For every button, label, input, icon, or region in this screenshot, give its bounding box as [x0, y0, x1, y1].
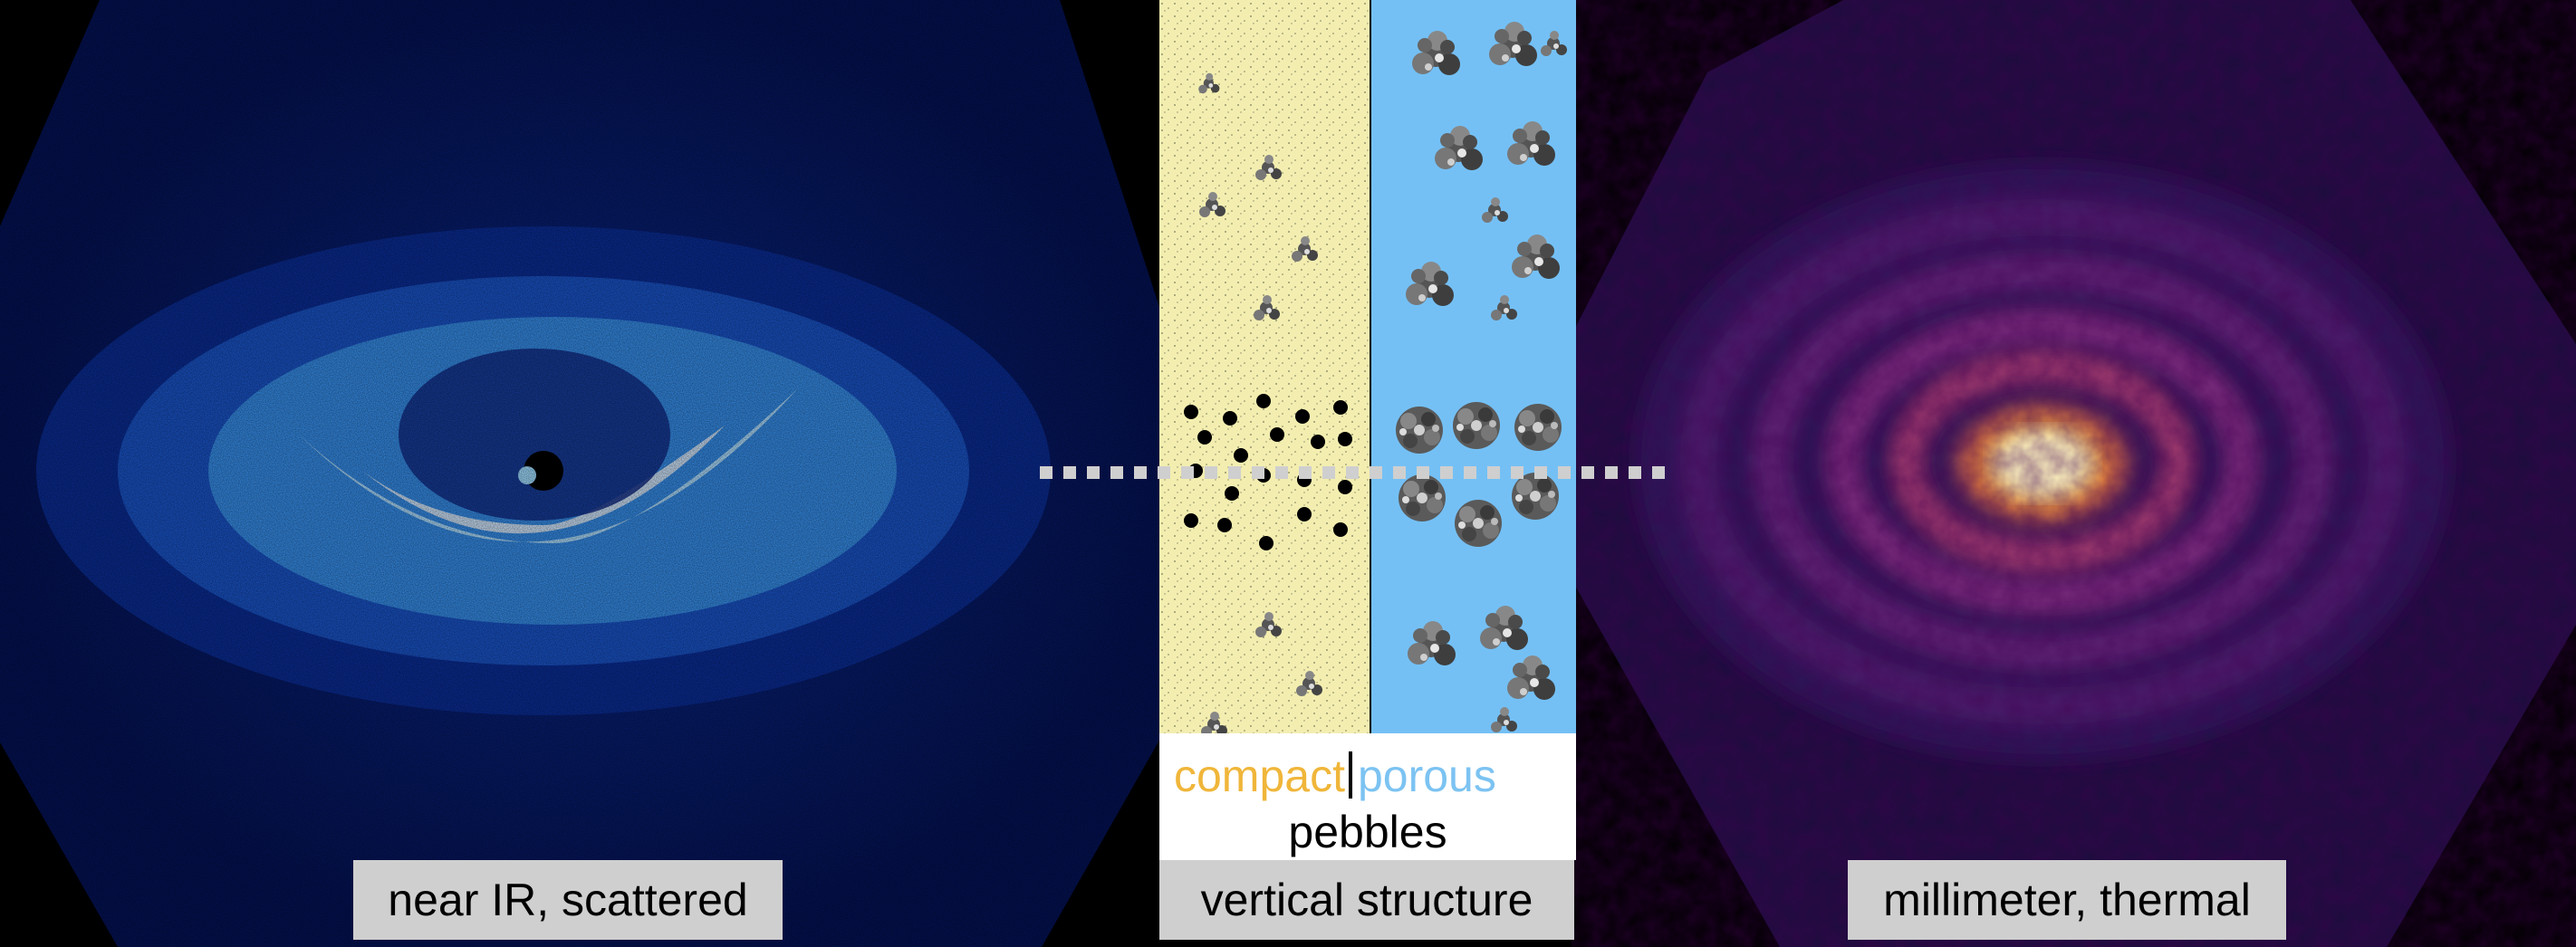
label-vertical-structure: vertical structure — [1159, 860, 1574, 940]
legend-compact: compact — [1174, 751, 1345, 801]
vertical-structure-illustration — [1159, 0, 1576, 737]
label-millimeter: millimeter, thermal — [1848, 860, 2286, 940]
millimeter-disk-image — [1572, 0, 2576, 947]
legend-pebbles: pebbles — [1288, 807, 1447, 857]
near-ir-disk-image — [0, 0, 1168, 947]
midplane-dashed-line — [1040, 466, 1676, 479]
porous-column — [1371, 0, 1576, 733]
legend-porous: porous — [1357, 751, 1496, 801]
label-near-ir: near IR, scattered — [353, 860, 783, 940]
compact-column — [1159, 0, 1370, 733]
legend: compact porous pebbles — [1159, 733, 1576, 860]
legend-separator — [1348, 751, 1352, 799]
